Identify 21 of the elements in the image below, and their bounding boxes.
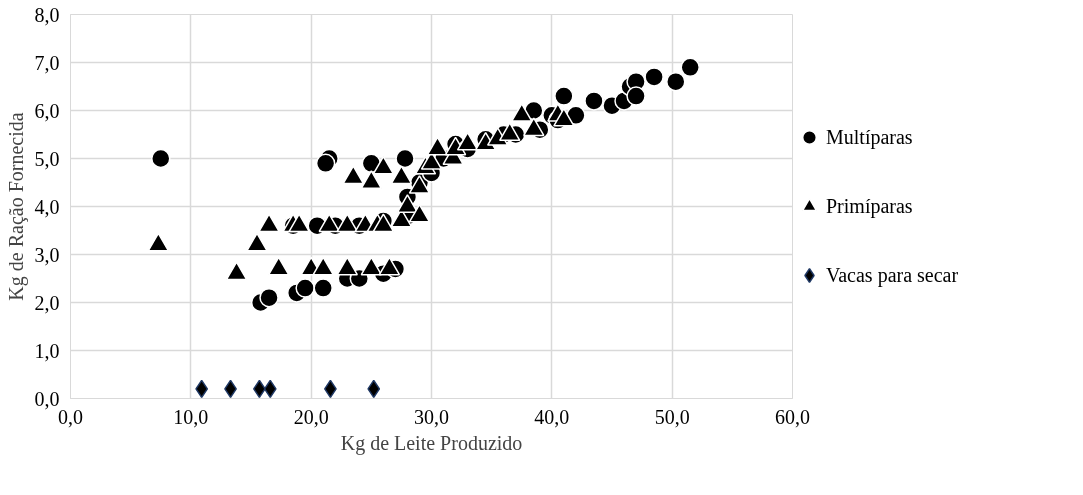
x-tick-label: 60,0 xyxy=(775,405,810,428)
x-tick-label: 20,0 xyxy=(293,405,329,428)
y-axis-title: Kg de Ração Fornecida xyxy=(4,112,28,301)
x-tick-label: 30,0 xyxy=(414,405,449,428)
x-tick-label: 40,0 xyxy=(534,405,570,428)
y-tick-label: 8,0 xyxy=(34,3,60,26)
y-tick-label: 7,0 xyxy=(34,51,60,74)
y-tick-label: 4,0 xyxy=(34,195,60,218)
y-tick-label: 2,0 xyxy=(34,291,60,314)
x-tick-label: 10,0 xyxy=(173,405,209,428)
y-tick-label: 3,0 xyxy=(34,243,60,266)
y-tick-label: 6,0 xyxy=(34,99,60,122)
legend-label: Primíparas xyxy=(826,194,913,218)
x-tick-label: 0,0 xyxy=(58,405,83,428)
y-tick-label: 1,0 xyxy=(34,339,60,362)
x-tick-label: 50,0 xyxy=(654,405,690,428)
x-axis-title: Kg de Leite Produzido xyxy=(340,431,523,455)
y-tick-label: 0,0 xyxy=(34,387,60,410)
y-tick-label: 5,0 xyxy=(34,147,60,170)
legend-label: Multíparas xyxy=(826,125,913,149)
legend-label: Vacas para secar xyxy=(826,263,959,287)
